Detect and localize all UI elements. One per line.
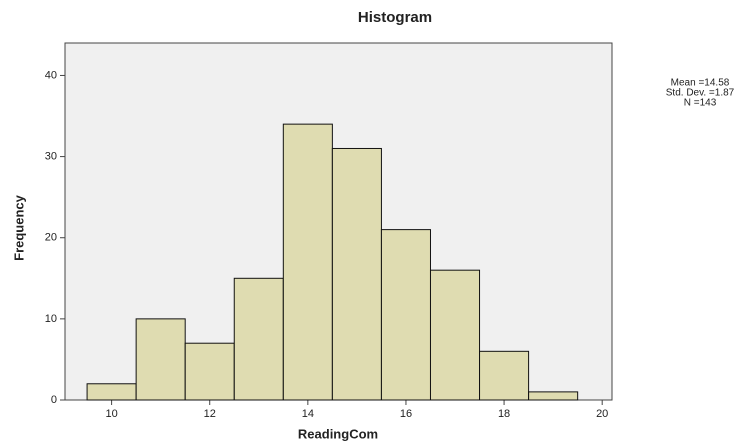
y-tick-label: 40: [45, 69, 57, 81]
x-tick-label: 14: [302, 408, 314, 420]
x-tick-label: 12: [204, 408, 216, 420]
bar: [380, 229, 431, 401]
x-tick-label: 20: [596, 408, 608, 420]
y-axis-label: Frequency: [11, 194, 26, 261]
bar: [282, 123, 333, 401]
bar: [135, 318, 186, 401]
bar: [479, 350, 530, 401]
bar: [331, 147, 382, 401]
y-tick-label: 20: [45, 232, 57, 244]
chart-title: Histogram: [358, 9, 432, 26]
y-tick-label: 30: [45, 150, 57, 162]
y-tick-label: 10: [45, 313, 57, 325]
bar: [429, 269, 481, 401]
bar: [233, 277, 284, 401]
x-tick-label: 16: [400, 408, 412, 420]
bar: [528, 391, 579, 401]
bar: [184, 342, 235, 401]
x-axis-label: ReadingCom: [298, 426, 378, 441]
x-tick-label: 10: [105, 408, 117, 420]
x-tick-label: 18: [498, 408, 510, 420]
stat-note: Std. Dev. =1.87: [666, 88, 735, 99]
stat-note: Mean =14.58: [671, 78, 730, 89]
y-tick-label: 0: [51, 394, 57, 406]
stat-note: N =143: [684, 98, 717, 109]
bar: [86, 383, 137, 401]
